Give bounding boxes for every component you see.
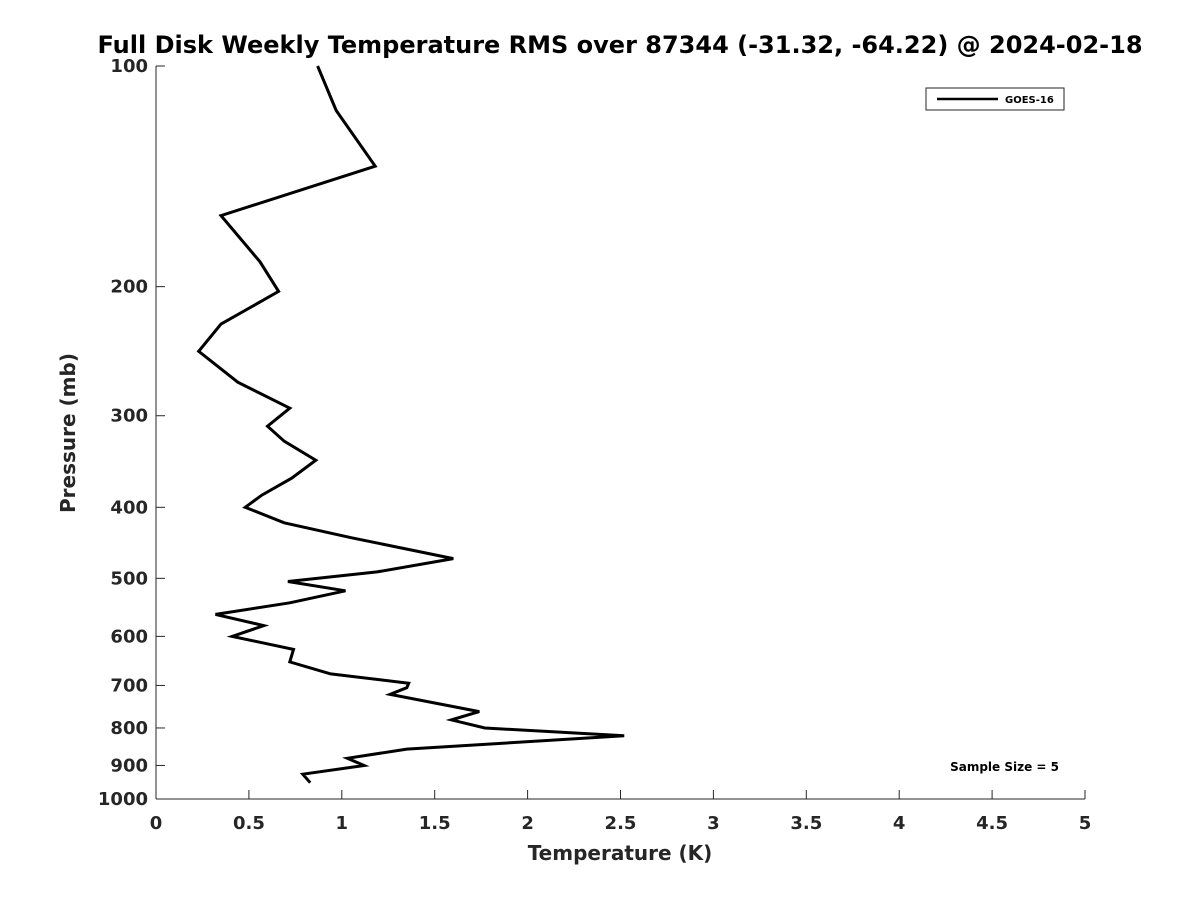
chart-title: Full Disk Weekly Temperature RMS over 87… — [97, 31, 1142, 59]
x-tick-label: 2 — [521, 813, 534, 834]
y-tick-label: 900 — [110, 755, 148, 776]
y-axis-label: Pressure (mb) — [56, 353, 80, 513]
x-axis-label: Temperature (K) — [528, 841, 713, 865]
y-tick-label: 800 — [110, 718, 148, 739]
x-ticks: 0 0.5 1 1.5 2 2.5 3 3.5 4 4.5 5 — [150, 790, 1092, 834]
y-tick-label: 400 — [110, 497, 148, 518]
sample-size-annotation: Sample Size = 5 — [950, 760, 1059, 774]
y-ticks: 100 200 300 400 500 600 700 800 900 1000 — [98, 56, 165, 810]
x-tick-label: 5 — [1079, 813, 1092, 834]
x-tick-label: 1.5 — [419, 813, 451, 834]
y-tick-label: 600 — [110, 626, 148, 647]
x-tick-label: 0 — [150, 813, 163, 834]
x-tick-label: 4 — [893, 813, 906, 834]
x-tick-label: 4.5 — [976, 813, 1008, 834]
x-tick-label: 2.5 — [605, 813, 637, 834]
y-tick-label: 100 — [110, 56, 148, 77]
x-tick-label: 0.5 — [233, 813, 265, 834]
y-tick-label: 200 — [110, 277, 148, 298]
y-tick-label: 300 — [110, 406, 148, 427]
y-tick-label: 700 — [110, 675, 148, 696]
x-tick-label: 3 — [707, 813, 720, 834]
series-line-1 — [196, 65, 625, 784]
x-tick-label: 1 — [336, 813, 349, 834]
y-tick-label: 500 — [110, 568, 148, 589]
y-tick-label: 1000 — [98, 789, 148, 810]
legend: GOES-16 — [925, 87, 1065, 111]
x-tick-label: 3.5 — [790, 813, 822, 834]
axes — [155, 66, 1085, 800]
series-layer — [196, 65, 625, 784]
legend-label: GOES-16 — [1005, 95, 1054, 106]
